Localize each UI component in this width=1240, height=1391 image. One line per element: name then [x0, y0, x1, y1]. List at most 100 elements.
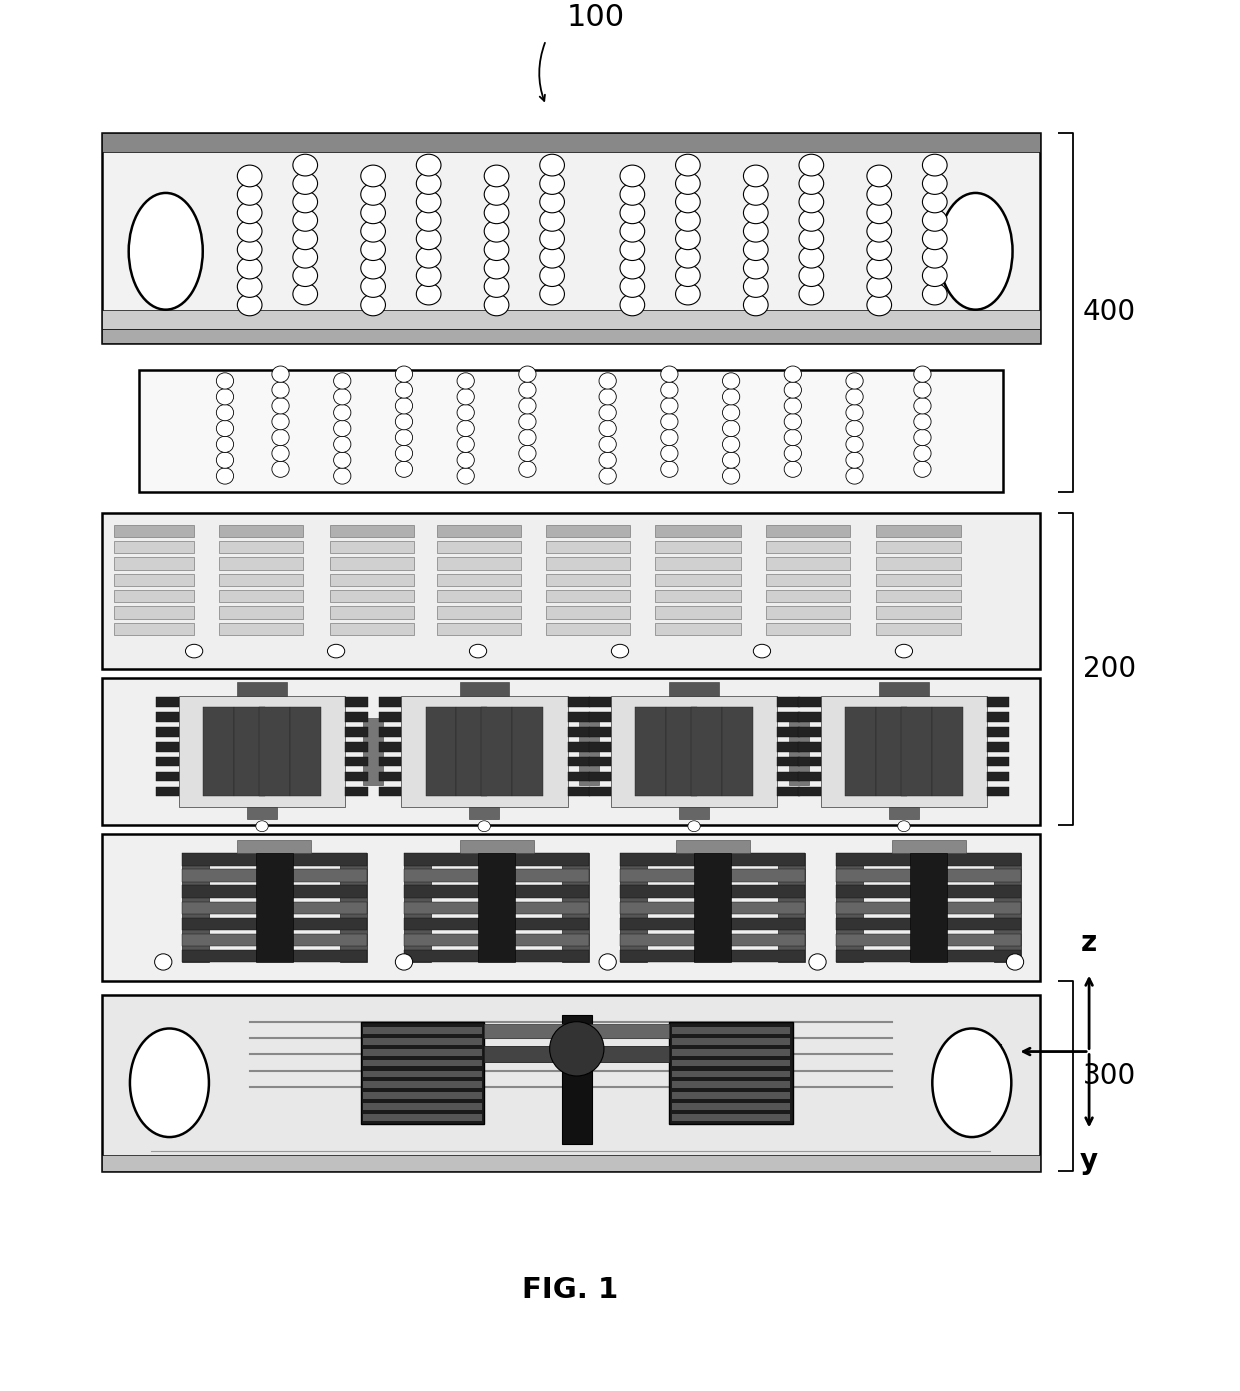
Ellipse shape	[784, 460, 801, 477]
Bar	[655, 573, 742, 586]
Bar	[589, 757, 611, 766]
Ellipse shape	[914, 430, 931, 445]
Text: FIG. 1: FIG. 1	[522, 1277, 619, 1305]
Ellipse shape	[539, 191, 564, 213]
Bar	[799, 697, 821, 707]
Ellipse shape	[661, 445, 678, 462]
Ellipse shape	[620, 184, 645, 206]
Ellipse shape	[784, 366, 801, 383]
Bar	[987, 787, 1009, 796]
Bar	[799, 741, 821, 751]
Ellipse shape	[846, 467, 863, 484]
Ellipse shape	[620, 220, 645, 242]
Bar	[836, 886, 1022, 897]
Ellipse shape	[744, 239, 768, 260]
Ellipse shape	[484, 294, 508, 316]
Ellipse shape	[272, 413, 289, 430]
Ellipse shape	[458, 452, 475, 469]
Bar	[765, 558, 849, 570]
Bar	[378, 787, 401, 796]
Bar	[479, 853, 515, 963]
Ellipse shape	[518, 383, 536, 398]
Bar	[363, 1038, 482, 1045]
Ellipse shape	[723, 373, 740, 389]
Ellipse shape	[237, 257, 262, 280]
Bar	[484, 1046, 670, 1063]
Bar	[182, 918, 367, 929]
Bar	[889, 807, 919, 819]
Ellipse shape	[255, 821, 268, 832]
Ellipse shape	[396, 413, 413, 430]
Ellipse shape	[216, 405, 233, 420]
Bar	[670, 1022, 792, 1124]
Ellipse shape	[744, 220, 768, 242]
Bar	[620, 853, 805, 865]
Ellipse shape	[361, 184, 386, 206]
Bar	[179, 696, 345, 807]
Bar	[777, 741, 800, 751]
Bar	[879, 683, 929, 696]
Bar	[182, 901, 367, 914]
Bar	[237, 683, 286, 696]
Bar	[114, 590, 195, 602]
Ellipse shape	[518, 430, 536, 445]
Ellipse shape	[799, 228, 823, 249]
Bar	[875, 524, 961, 537]
Ellipse shape	[155, 954, 172, 970]
Ellipse shape	[661, 383, 678, 398]
Bar	[655, 623, 742, 634]
Ellipse shape	[939, 193, 1013, 310]
Ellipse shape	[661, 430, 678, 445]
Bar	[987, 772, 1009, 782]
Ellipse shape	[417, 154, 441, 175]
Ellipse shape	[723, 388, 740, 405]
Ellipse shape	[484, 275, 508, 298]
Bar	[589, 727, 611, 737]
Ellipse shape	[334, 420, 351, 437]
Ellipse shape	[923, 264, 947, 287]
Bar	[892, 840, 966, 853]
Ellipse shape	[334, 467, 351, 484]
Ellipse shape	[914, 460, 931, 477]
Ellipse shape	[799, 191, 823, 213]
Bar	[156, 787, 179, 796]
Bar	[330, 524, 414, 537]
Ellipse shape	[867, 275, 892, 298]
Ellipse shape	[237, 275, 262, 298]
Ellipse shape	[676, 246, 701, 268]
Ellipse shape	[327, 644, 345, 658]
Bar	[672, 1071, 790, 1078]
Ellipse shape	[484, 220, 508, 242]
Bar	[425, 707, 456, 796]
Ellipse shape	[216, 467, 233, 484]
Bar	[620, 918, 805, 929]
Bar	[836, 933, 1022, 946]
Bar	[114, 524, 195, 537]
Ellipse shape	[799, 210, 823, 231]
Bar	[987, 727, 1009, 737]
Ellipse shape	[867, 202, 892, 224]
Ellipse shape	[808, 954, 826, 970]
Bar	[568, 727, 590, 737]
Bar	[672, 1027, 790, 1034]
Ellipse shape	[784, 398, 801, 415]
Bar	[102, 132, 1039, 152]
Bar	[218, 606, 303, 619]
Bar	[438, 558, 521, 570]
Bar	[666, 707, 697, 796]
Bar	[875, 558, 961, 570]
Bar	[546, 606, 630, 619]
Ellipse shape	[549, 1022, 604, 1077]
Ellipse shape	[599, 373, 616, 389]
Ellipse shape	[293, 154, 317, 175]
Ellipse shape	[923, 284, 947, 305]
Bar	[635, 707, 666, 796]
Ellipse shape	[914, 398, 931, 415]
Bar	[611, 696, 777, 807]
Bar	[139, 370, 1003, 492]
Ellipse shape	[396, 398, 413, 415]
Ellipse shape	[129, 193, 203, 310]
Bar	[672, 1092, 790, 1099]
Ellipse shape	[867, 220, 892, 242]
Ellipse shape	[518, 398, 536, 415]
